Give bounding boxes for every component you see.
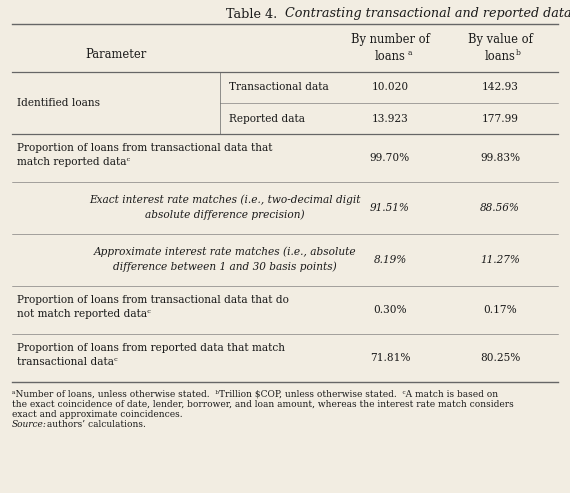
- Text: Approximate interest rate matches (i.e., absolute: Approximate interest rate matches (i.e.,…: [93, 246, 356, 257]
- Text: Table 4.: Table 4.: [226, 7, 285, 21]
- Text: 88.56%: 88.56%: [480, 203, 520, 213]
- Text: 99.83%: 99.83%: [480, 153, 520, 163]
- Text: Parameter: Parameter: [86, 48, 146, 62]
- Text: authors’ calculations.: authors’ calculations.: [44, 420, 146, 429]
- Text: 0.17%: 0.17%: [483, 305, 517, 315]
- Text: Proportion of loans from transactional data that: Proportion of loans from transactional d…: [17, 143, 272, 153]
- Text: the exact coincidence of date, lender, borrower, and loan amount, whereas the in: the exact coincidence of date, lender, b…: [12, 400, 514, 409]
- Text: Exact interest rate matches (i.e., two-decimal digit: Exact interest rate matches (i.e., two-d…: [89, 195, 361, 205]
- Text: Reported data: Reported data: [229, 113, 305, 124]
- Text: b: b: [516, 49, 521, 57]
- Text: By number of: By number of: [351, 34, 429, 46]
- Text: 10.020: 10.020: [372, 82, 409, 93]
- Text: 0.30%: 0.30%: [373, 305, 407, 315]
- Text: Contrasting transactional and reported data: Contrasting transactional and reported d…: [285, 7, 570, 21]
- Text: absolute difference precision): absolute difference precision): [145, 210, 305, 220]
- Text: Transactional data: Transactional data: [229, 82, 329, 93]
- Text: Source:: Source:: [12, 420, 47, 429]
- Text: loans: loans: [484, 49, 515, 63]
- Text: 71.81%: 71.81%: [370, 353, 410, 363]
- Text: 99.70%: 99.70%: [370, 153, 410, 163]
- Text: 11.27%: 11.27%: [480, 255, 520, 265]
- Text: 142.93: 142.93: [482, 82, 519, 93]
- Text: a: a: [408, 49, 413, 57]
- Text: Identified loans: Identified loans: [17, 98, 100, 108]
- Text: transactional dataᶜ: transactional dataᶜ: [17, 357, 117, 367]
- Text: difference between 1 and 30 basis points): difference between 1 and 30 basis points…: [113, 262, 337, 272]
- Text: loans: loans: [374, 49, 405, 63]
- Text: 8.19%: 8.19%: [373, 255, 406, 265]
- Text: not match reported dataᶜ: not match reported dataᶜ: [17, 309, 150, 319]
- Text: Proportion of loans from transactional data that do: Proportion of loans from transactional d…: [17, 295, 289, 305]
- Text: By value of: By value of: [467, 34, 532, 46]
- Text: 80.25%: 80.25%: [480, 353, 520, 363]
- Text: 13.923: 13.923: [372, 113, 408, 124]
- Text: match reported dataᶜ: match reported dataᶜ: [17, 157, 130, 167]
- Text: Proportion of loans from reported data that match: Proportion of loans from reported data t…: [17, 343, 285, 353]
- Text: ᵃNumber of loans, unless otherwise stated.  ᵇTrillion $COP, unless otherwise sta: ᵃNumber of loans, unless otherwise state…: [12, 390, 498, 399]
- Text: exact and approximate coincidences.: exact and approximate coincidences.: [12, 410, 182, 419]
- Text: 177.99: 177.99: [482, 113, 519, 124]
- Text: 91.51%: 91.51%: [370, 203, 410, 213]
